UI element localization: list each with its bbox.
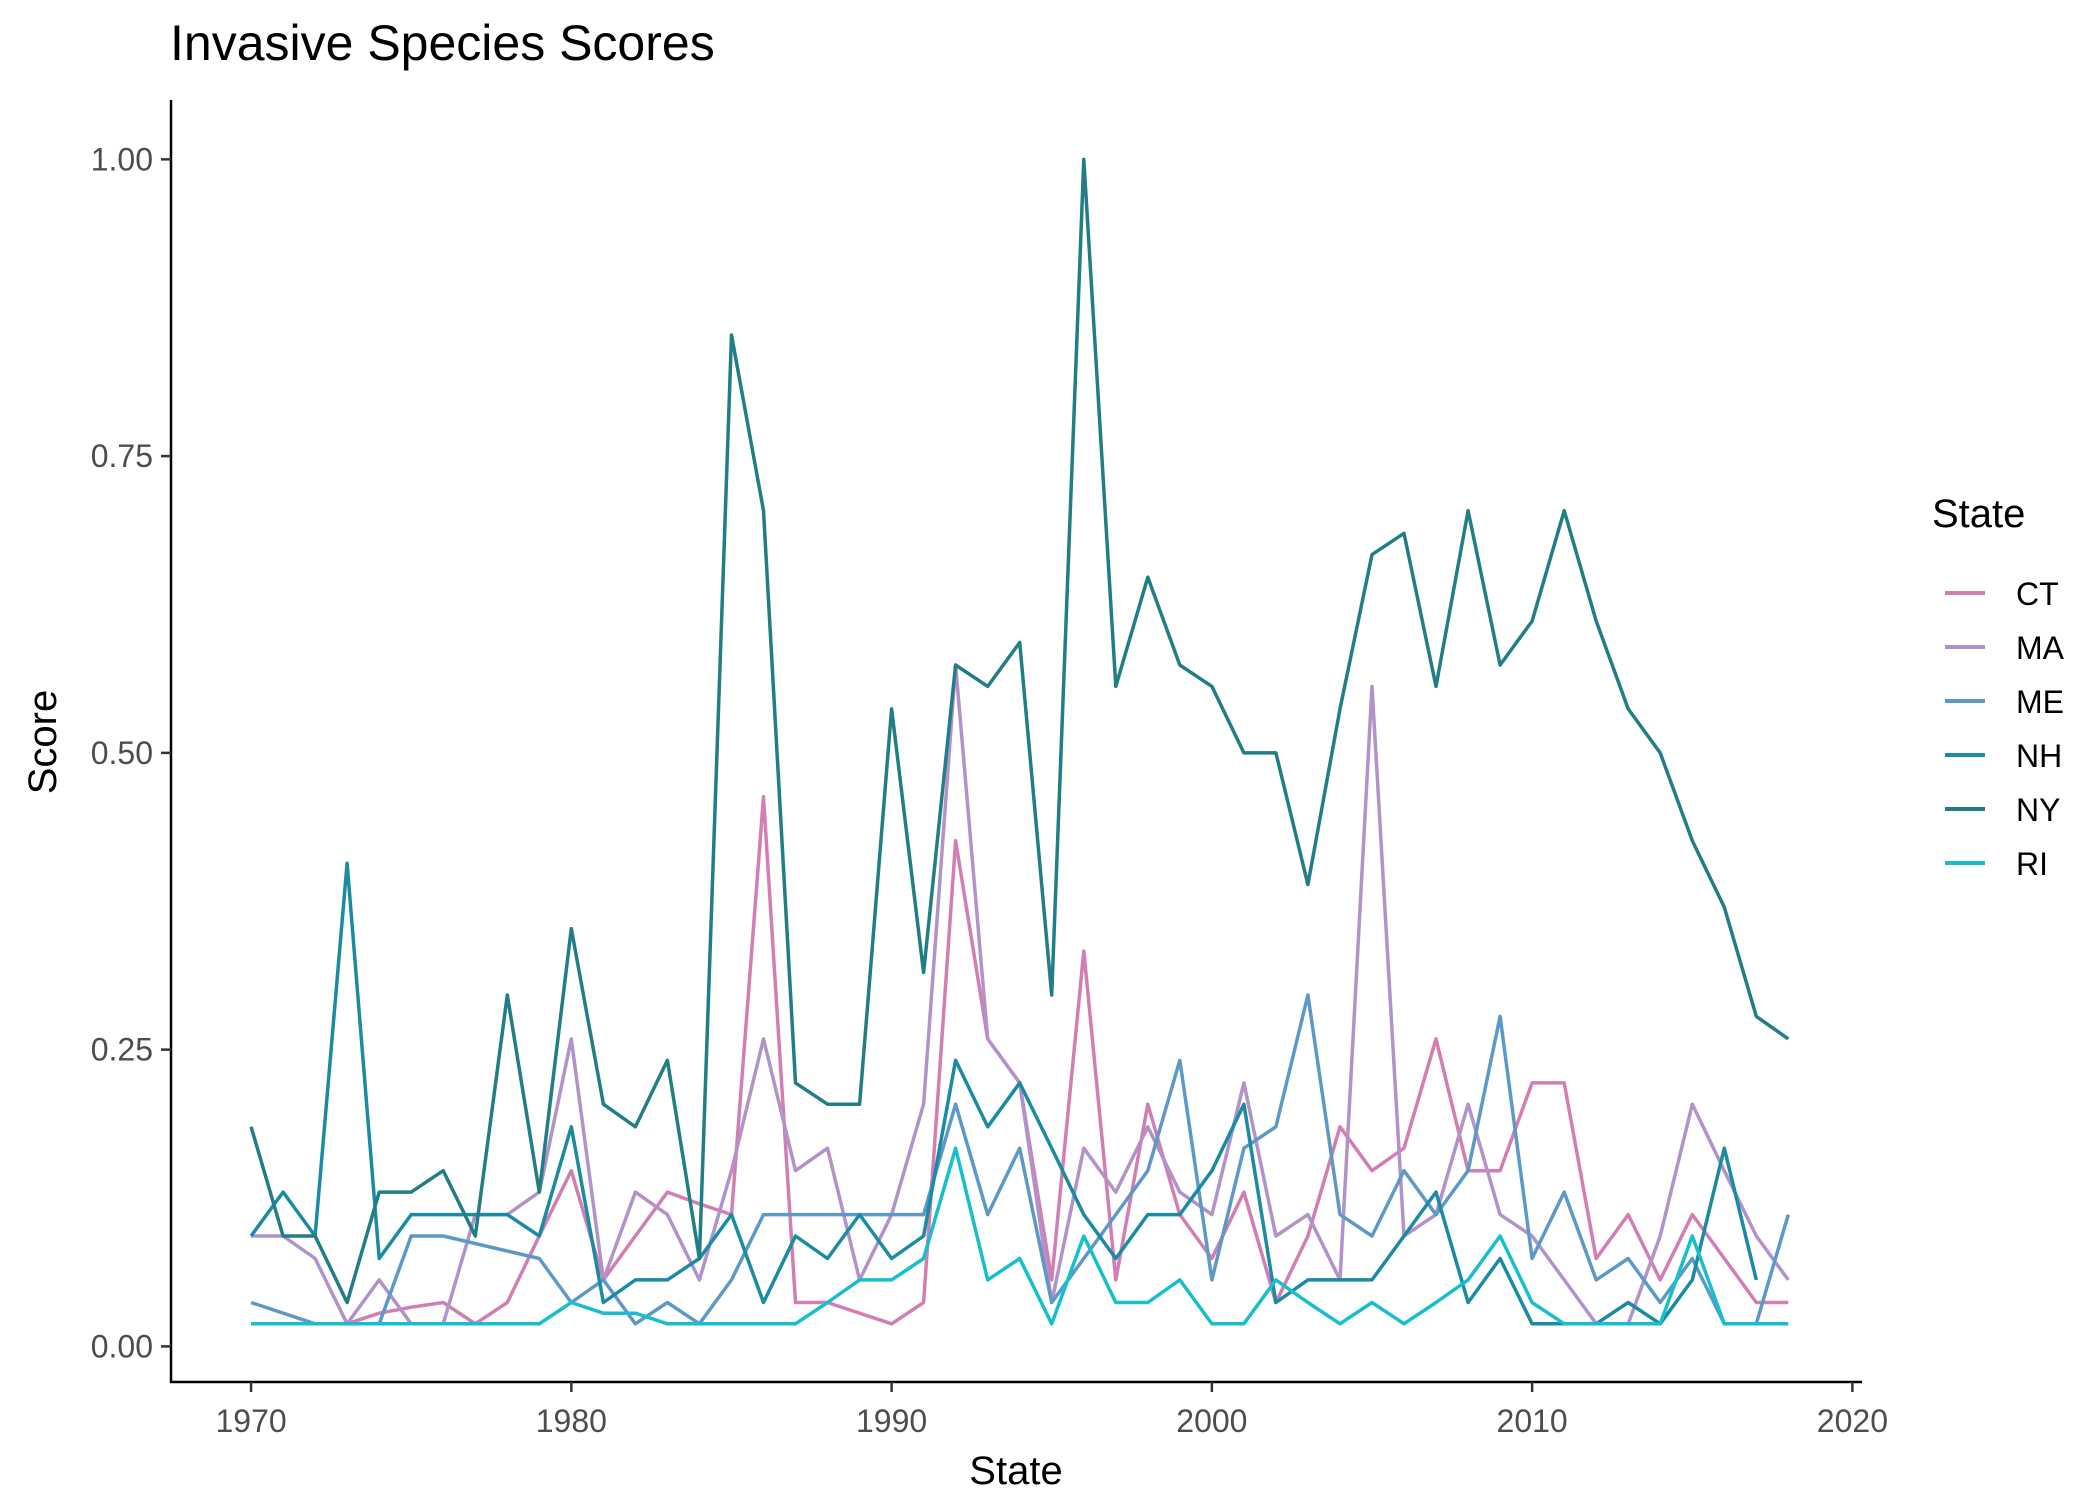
x-axis: 1970 1980 1990 2000 2010 2020 — [215, 1382, 1888, 1439]
x-tick-label: 1980 — [536, 1403, 607, 1439]
y-axis-title: Score — [21, 690, 65, 795]
x-tick-label: 1970 — [215, 1403, 286, 1439]
y-tick-label: 0.50 — [91, 735, 153, 771]
legend-label-me: ME — [2016, 684, 2064, 720]
y-tick-label: 1.00 — [91, 141, 153, 177]
x-axis-title: State — [969, 1449, 1062, 1493]
series-line-nh — [249, 861, 1759, 1326]
x-tick-label: 2010 — [1497, 1403, 1568, 1439]
legend-label-ri: RI — [2016, 846, 2048, 882]
series-line-me — [250, 993, 1790, 1326]
legend-title: State — [1932, 492, 2025, 536]
series-line-ma — [251, 663, 1790, 1326]
legend: State CT MA ME NH NY RI — [1932, 492, 2065, 882]
x-tick-label: 2020 — [1817, 1403, 1888, 1439]
y-tick-label: 0.25 — [91, 1032, 153, 1068]
y-tick-label: 0.00 — [91, 1328, 153, 1364]
series-line-ri — [251, 1146, 1789, 1326]
chart-title: Invasive Species Scores — [170, 15, 715, 71]
legend-label-nh: NH — [2016, 738, 2062, 774]
y-axis: 0.00 0.25 0.50 0.75 1.00 — [91, 141, 171, 1364]
y-tick-label: 0.75 — [91, 438, 153, 474]
legend-label-ct: CT — [2016, 576, 2059, 612]
legend-label-ma: MA — [2016, 630, 2065, 666]
x-tick-label: 2000 — [1176, 1403, 1247, 1439]
x-tick-label: 1990 — [856, 1403, 927, 1439]
series-layer — [249, 157, 1790, 1326]
series-line-ny — [249, 157, 1790, 1305]
legend-label-ny: NY — [2016, 792, 2060, 828]
